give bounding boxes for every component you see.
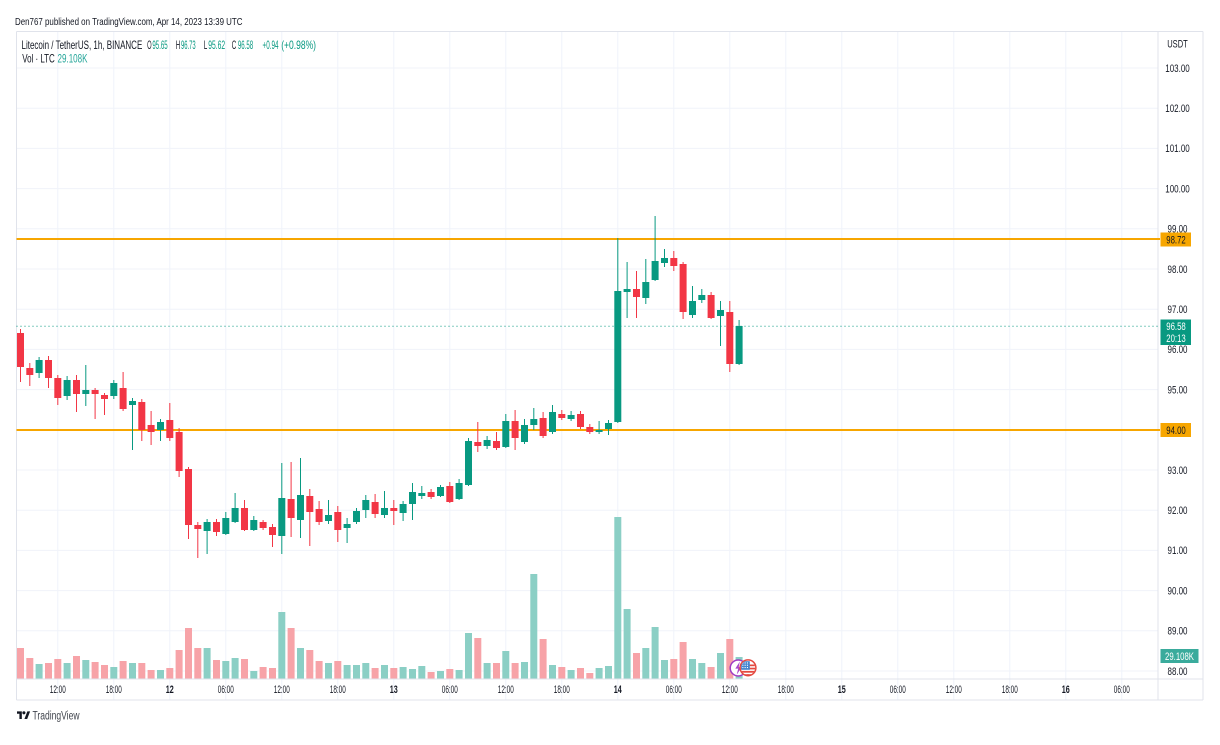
svg-text:Litecoin / TetherUS, 1h, BINAN: Litecoin / TetherUS, 1h, BINANCE bbox=[22, 38, 143, 52]
svg-text:103.00: 103.00 bbox=[1165, 63, 1190, 75]
svg-text:06:00: 06:00 bbox=[1114, 684, 1130, 696]
svg-text:100.00: 100.00 bbox=[1165, 183, 1190, 195]
svg-text:12:00: 12:00 bbox=[946, 684, 962, 696]
svg-text:14: 14 bbox=[614, 684, 623, 696]
svg-text:94.00: 94.00 bbox=[1166, 425, 1186, 437]
svg-text:16: 16 bbox=[1062, 684, 1070, 696]
svg-text:18:00: 18:00 bbox=[778, 684, 794, 696]
svg-text:O: O bbox=[147, 38, 152, 52]
svg-text:92.00: 92.00 bbox=[1168, 505, 1188, 517]
svg-text:H: H bbox=[176, 38, 181, 52]
svg-text:20:13: 20:13 bbox=[1166, 333, 1186, 345]
svg-text:89.00: 89.00 bbox=[1168, 626, 1188, 638]
svg-text:102.00: 102.00 bbox=[1165, 103, 1190, 115]
svg-text:06:00: 06:00 bbox=[666, 684, 682, 696]
svg-text:12: 12 bbox=[166, 684, 174, 696]
svg-text:06:00: 06:00 bbox=[442, 684, 458, 696]
svg-text:98.00: 98.00 bbox=[1168, 264, 1188, 276]
svg-text:18:00: 18:00 bbox=[554, 684, 570, 696]
svg-text:29.108K: 29.108K bbox=[1165, 651, 1194, 663]
svg-text:98.72: 98.72 bbox=[1166, 234, 1186, 246]
svg-text:18:00: 18:00 bbox=[106, 684, 122, 696]
svg-text:C: C bbox=[232, 38, 237, 52]
svg-text:96.73: 96.73 bbox=[181, 38, 196, 52]
svg-text:101.00: 101.00 bbox=[1165, 143, 1190, 155]
svg-text:88.00: 88.00 bbox=[1168, 666, 1188, 678]
svg-text:USDT: USDT bbox=[1167, 39, 1188, 51]
svg-text:95.62: 95.62 bbox=[208, 38, 225, 52]
svg-text:97.00: 97.00 bbox=[1168, 304, 1188, 316]
svg-text:12:00: 12:00 bbox=[274, 684, 290, 696]
svg-text:18:00: 18:00 bbox=[1002, 684, 1018, 696]
svg-text:12:00: 12:00 bbox=[50, 684, 66, 696]
svg-text:13: 13 bbox=[390, 684, 398, 696]
svg-text:15: 15 bbox=[838, 684, 846, 696]
svg-text:96.58: 96.58 bbox=[238, 38, 253, 52]
svg-text:95.00: 95.00 bbox=[1168, 384, 1188, 396]
svg-text:96.00: 96.00 bbox=[1168, 344, 1188, 356]
svg-text:06:00: 06:00 bbox=[890, 684, 906, 696]
svg-text:12:00: 12:00 bbox=[498, 684, 514, 696]
svg-text:91.00: 91.00 bbox=[1168, 545, 1188, 557]
svg-text:12:00: 12:00 bbox=[722, 684, 738, 696]
svg-text:TradingView: TradingView bbox=[33, 711, 81, 723]
svg-text:06:00: 06:00 bbox=[218, 684, 234, 696]
svg-text:93.00: 93.00 bbox=[1168, 465, 1188, 477]
svg-text:95.65: 95.65 bbox=[152, 38, 167, 52]
svg-text:Den767 published on TradingVie: Den767 published on TradingView.com, Apr… bbox=[15, 16, 243, 28]
svg-text:96.58: 96.58 bbox=[1166, 321, 1186, 333]
svg-text:29.108K: 29.108K bbox=[58, 52, 88, 66]
svg-text:L: L bbox=[204, 38, 208, 52]
svg-text:90.00: 90.00 bbox=[1168, 585, 1188, 597]
svg-text:Vol · LTC: Vol · LTC bbox=[22, 52, 55, 66]
svg-text:+0.94: +0.94 bbox=[263, 38, 279, 52]
svg-text:(+0.98%): (+0.98%) bbox=[281, 38, 316, 52]
svg-text:18:00: 18:00 bbox=[330, 684, 346, 696]
